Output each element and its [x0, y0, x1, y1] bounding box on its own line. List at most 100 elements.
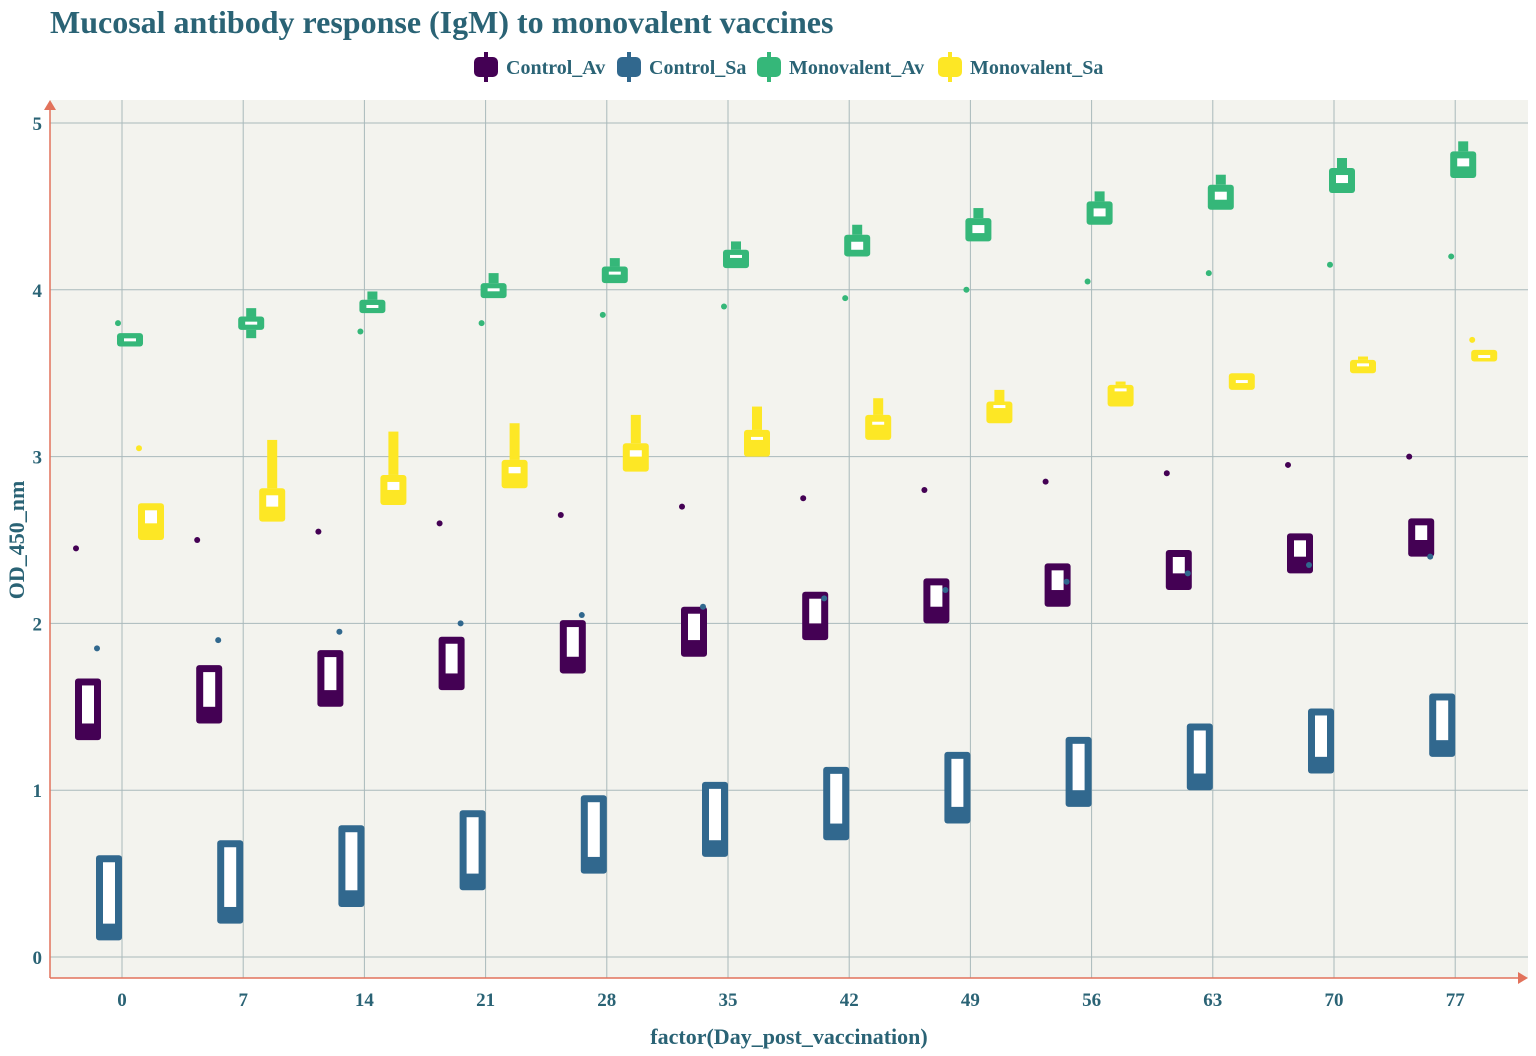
axes [44, 100, 1528, 984]
outlier-point [842, 295, 849, 302]
x-tick-label: 56 [1082, 990, 1101, 1011]
box [94, 645, 122, 941]
outlier-point [136, 445, 142, 452]
outlier-point [1205, 270, 1212, 277]
box-interior [830, 773, 843, 824]
outlier-point [73, 545, 79, 552]
box-interior [809, 598, 822, 624]
box-interior [709, 788, 721, 841]
y-tick-labels: 0 1 2 3 4 5 [33, 114, 43, 969]
box [865, 398, 892, 440]
box [842, 224, 871, 302]
outlier-point [700, 603, 706, 610]
outlier-point [578, 612, 585, 619]
plot-background [50, 100, 1528, 978]
box-body [1107, 384, 1134, 407]
box [215, 637, 244, 924]
box [1327, 158, 1355, 268]
box-interior [587, 802, 600, 857]
box-interior [1336, 175, 1348, 184]
median-mark [245, 321, 258, 325]
box-interior [508, 466, 521, 474]
box-interior [345, 832, 358, 891]
box [336, 628, 365, 907]
whisker-upper [1458, 141, 1469, 152]
median-mark [1357, 363, 1369, 367]
series-monovalent-sa [136, 336, 1498, 540]
y-tick-label: 1 [33, 781, 43, 802]
box [194, 537, 223, 724]
box-interior [1315, 715, 1327, 757]
box [1228, 373, 1255, 390]
whisker-upper [752, 406, 762, 430]
whisker-upper [1094, 191, 1105, 202]
x-axis-arrow [1518, 972, 1528, 984]
outlier-point [357, 328, 364, 335]
box [501, 423, 528, 489]
box-interior [1072, 743, 1085, 791]
box-interior [466, 817, 479, 874]
box [73, 545, 101, 741]
box [622, 414, 649, 472]
box [800, 495, 829, 641]
whisker-upper [1215, 174, 1226, 185]
box-interior [1193, 730, 1206, 774]
legend-item-control-sa: Control_Sa [617, 52, 746, 82]
whisker-upper [367, 291, 378, 300]
box [315, 528, 344, 707]
box-body [601, 266, 628, 284]
box-interior [1415, 525, 1428, 540]
x-axis-title: factor(Day_post_vaccination) [650, 1024, 927, 1049]
box-interior [688, 613, 700, 641]
box [821, 595, 850, 841]
median-mark [730, 254, 742, 258]
box [1406, 453, 1435, 557]
box-interior [951, 758, 964, 807]
x-tick-label: 70 [1325, 990, 1344, 1011]
whisker-upper [731, 241, 741, 250]
outlier-point [1184, 570, 1191, 577]
box [1448, 141, 1477, 260]
box [1063, 578, 1092, 807]
outlier-point [1084, 278, 1091, 285]
box-interior [1294, 540, 1306, 557]
legend-item-control-av: Control_Av [474, 52, 605, 82]
outlier-point [457, 620, 464, 627]
outlier-point [336, 628, 343, 635]
box [921, 486, 950, 624]
box-body [986, 401, 1013, 424]
y-axis-title: OD_450_nm [4, 481, 29, 600]
median-mark [1478, 355, 1491, 359]
y-tick-label: 4 [33, 281, 43, 302]
whisker-upper [630, 414, 641, 444]
median-mark [366, 304, 379, 308]
outlier-point [557, 511, 564, 518]
box [238, 308, 265, 339]
box-interior [851, 241, 864, 250]
whisker-upper [509, 423, 520, 460]
legend-label: Monovalent_Sa [970, 57, 1103, 79]
box-interior [387, 481, 400, 490]
outlier-point [1406, 453, 1413, 460]
median-mark [124, 338, 136, 342]
x-tick-label: 28 [597, 990, 616, 1011]
outlier-point [315, 528, 322, 535]
box-body [865, 414, 892, 440]
box-interior [103, 862, 115, 924]
outlier-point [942, 587, 949, 594]
legend-swatch-whisker [627, 52, 631, 82]
whisker-upper [1115, 381, 1126, 385]
box [986, 389, 1013, 424]
box [963, 208, 992, 293]
legend-item-monovalent-av: Monovalent_Av [757, 52, 924, 82]
x-tick-label: 35 [719, 990, 738, 1011]
box [744, 406, 770, 457]
whisker-upper [488, 273, 499, 284]
series-control-av [73, 453, 1435, 741]
box [557, 511, 586, 674]
box [1306, 562, 1334, 774]
box-interior [629, 450, 642, 457]
box-interior [203, 672, 216, 707]
whisker-upper [852, 224, 863, 235]
